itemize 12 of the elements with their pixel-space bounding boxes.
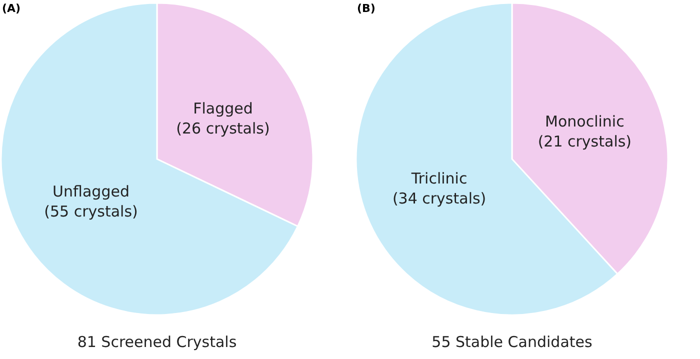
slice-label: Monoclinic	[545, 112, 624, 131]
chart-title: (A)	[2, 2, 21, 15]
slice-label: Unflagged	[52, 182, 130, 201]
slice-label: Flagged	[193, 99, 253, 118]
data-label: (55 crystals)	[44, 202, 138, 221]
slice-label: Triclinic	[410, 169, 468, 188]
text: 81 Screened Crystals	[77, 333, 237, 351]
data-label: (34 crystals)	[392, 189, 486, 208]
data-label: (26 crystals)	[176, 119, 270, 138]
chart-title: (B)	[357, 2, 376, 15]
text: 55 Stable Candidates	[432, 333, 592, 351]
data-label: (21 crystals)	[538, 132, 632, 151]
